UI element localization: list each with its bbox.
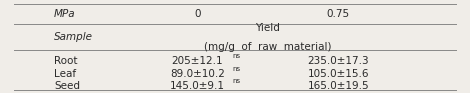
Text: 89.0±10.2: 89.0±10.2	[170, 69, 225, 79]
Text: Yield: Yield	[256, 23, 280, 33]
Text: 0: 0	[194, 9, 201, 19]
Text: Sample: Sample	[54, 32, 93, 42]
Text: 145.0±9.1: 145.0±9.1	[170, 81, 225, 91]
Text: 0.75: 0.75	[327, 9, 350, 19]
Text: 165.0±19.5: 165.0±19.5	[307, 81, 369, 91]
Text: Leaf: Leaf	[54, 69, 76, 79]
Text: ns: ns	[233, 78, 241, 84]
Text: MPa: MPa	[54, 9, 76, 19]
Text: 235.0±17.3: 235.0±17.3	[307, 56, 369, 66]
Text: ns: ns	[233, 66, 241, 72]
Text: (mg/g  of  raw  material): (mg/g of raw material)	[204, 41, 332, 52]
Text: Root: Root	[54, 56, 78, 66]
Text: 205±12.1: 205±12.1	[172, 56, 223, 66]
Text: 105.0±15.6: 105.0±15.6	[308, 69, 369, 79]
Text: ns: ns	[233, 53, 241, 59]
Text: Seed: Seed	[54, 81, 80, 91]
